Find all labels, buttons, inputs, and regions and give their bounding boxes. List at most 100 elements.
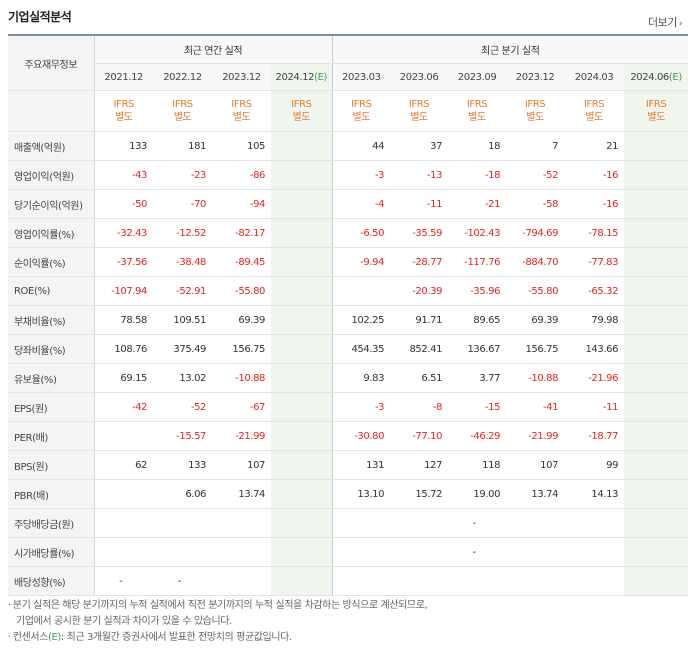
- table-cell: -: [448, 508, 507, 538]
- table-row: 배당성향(%) - -: [8, 566, 689, 596]
- table-cell: -: [448, 537, 507, 567]
- row-label: 부채비율(%): [8, 305, 95, 335]
- table-cell: -65.32: [564, 276, 625, 306]
- row-label: 당기순이익(억원): [8, 189, 95, 219]
- footnote-2: · 컨센서스(E): 최근 3개월간 증권사에서 발표한 전망치의 평균값입니다.: [8, 630, 427, 646]
- table-cell: [332, 537, 391, 567]
- chevron-right-icon: ›: [678, 19, 683, 29]
- table-cell: -89.45: [212, 247, 271, 277]
- table-cell: -4: [332, 189, 391, 219]
- table-cell: [271, 363, 333, 393]
- table-cell: [153, 508, 212, 538]
- ifrs-standard: IFRS: [113, 99, 135, 110]
- row-label: 배당성향(%): [8, 566, 95, 596]
- table-cell: 91.71: [390, 305, 449, 335]
- table-cell: [212, 537, 271, 567]
- table-cell: -77.10: [390, 421, 449, 451]
- table-cell: -52.91: [153, 276, 212, 306]
- table-cell: 156.75: [506, 334, 565, 364]
- ifrs-type: 별도: [352, 112, 371, 123]
- table-cell: [212, 566, 271, 596]
- table-cell: 89.65: [448, 305, 507, 335]
- table-cell: [624, 566, 689, 596]
- row-label: 매출액(억원): [8, 131, 95, 161]
- ifrs-type: 별도: [585, 112, 603, 123]
- footnotes: · 분기 실적은 해당 분기까지의 누적 실적에서 직전 분기까지의 누적 실적을…: [8, 598, 428, 646]
- table-cell: [624, 537, 689, 567]
- table-row: BPS(원) 62 133 107 131 127 118 107 99: [8, 450, 689, 480]
- table-cell: -55.80: [212, 276, 271, 306]
- table-cell: -794.69: [506, 218, 565, 248]
- ifrs-standard: IFRS: [645, 99, 667, 110]
- more-link[interactable]: 더보기 ›: [648, 14, 683, 30]
- table-cell: 69.39: [506, 305, 565, 335]
- table-cell: [271, 392, 333, 422]
- table-cell: -37.56: [94, 247, 153, 277]
- table-cell: -94: [212, 189, 271, 219]
- table-row: 당좌비율(%) 108.76 375.49 156.75 454.35 852.41 136…: [8, 334, 689, 364]
- table-cell: -78.15: [564, 218, 625, 248]
- table-cell: [271, 160, 333, 190]
- quarter-group-header: 최근 분기 실적: [332, 35, 689, 64]
- table-cell: -35.59: [390, 218, 449, 248]
- table-cell: [390, 566, 449, 596]
- table-cell: [271, 305, 333, 335]
- table-cell: -10.88: [506, 363, 565, 393]
- period-label: 2023.12: [222, 71, 261, 83]
- table-cell: 108.76: [94, 334, 153, 364]
- table-cell: [271, 131, 333, 161]
- table-cell: 127: [390, 450, 449, 480]
- table-cell: -884.70: [506, 247, 565, 277]
- table-cell: [271, 334, 333, 364]
- footnote-1-text: 분기 실적은 해당 분기까지의 누적 실적에서 직전 분기까지의 누적 실적을 …: [12, 600, 428, 611]
- table-cell: [564, 508, 625, 538]
- table-cell: 181: [153, 131, 212, 161]
- table-cell: 37: [390, 131, 449, 161]
- table-cell: -16: [564, 160, 625, 190]
- ifrs-type: 별도: [526, 112, 544, 123]
- table-cell: [624, 479, 689, 509]
- table-cell: [271, 276, 333, 306]
- table-cell: 13.10: [332, 479, 391, 509]
- ifrs-standard: IFRS: [408, 99, 430, 110]
- period-label: 2021.12: [104, 71, 144, 83]
- ifrs-type: 별도: [114, 112, 133, 123]
- table-cell: 136.67: [448, 334, 507, 364]
- table-cell: 454.35: [332, 334, 391, 364]
- row-label: 주당배당금(원): [8, 508, 95, 538]
- ifrs-label: IFRS 별도: [624, 90, 689, 132]
- table-cell: [624, 131, 689, 161]
- row-label: 순이익률(%): [8, 247, 95, 277]
- table-cell: 7: [506, 131, 565, 161]
- period-header: 2023.09: [448, 63, 507, 91]
- table-cell: [271, 421, 333, 451]
- table-cell: 13.74: [212, 479, 271, 509]
- table-cell: -52: [153, 392, 212, 422]
- table-cell: -3: [332, 160, 391, 190]
- table-cell: -11: [564, 392, 625, 422]
- table-cell: 15.72: [390, 479, 449, 509]
- period-label: 2023.03: [342, 71, 381, 83]
- bullet: ·: [8, 632, 11, 643]
- section-title: 기업실적분석: [8, 10, 72, 24]
- row-label: 당좌비율(%): [8, 334, 95, 364]
- row-label: PBR(배): [8, 479, 95, 509]
- table-cell: -8: [390, 392, 449, 422]
- table-cell: -67: [212, 392, 271, 422]
- table-cell: -21: [448, 189, 507, 219]
- table-cell: [94, 537, 153, 567]
- table-cell: -41: [506, 392, 565, 422]
- table-cell: 133: [94, 131, 153, 161]
- bullet: ·: [8, 600, 11, 611]
- ifrs-label: IFRS 별도: [271, 90, 333, 132]
- estimate-mark: (E): [314, 71, 328, 83]
- period-label: 2023.12: [515, 71, 555, 83]
- table-cell: -: [153, 566, 212, 596]
- table-cell: [624, 421, 689, 451]
- table-cell: -: [94, 566, 153, 596]
- period-label: 2024.12: [275, 71, 315, 83]
- table-cell: [212, 508, 271, 538]
- table-cell: [624, 392, 689, 422]
- footnote-1-cont: 기업에서 공시한 분기 실적과 차이가 있을 수 있습니다.: [16, 616, 232, 627]
- table-cell: -12.52: [153, 218, 212, 248]
